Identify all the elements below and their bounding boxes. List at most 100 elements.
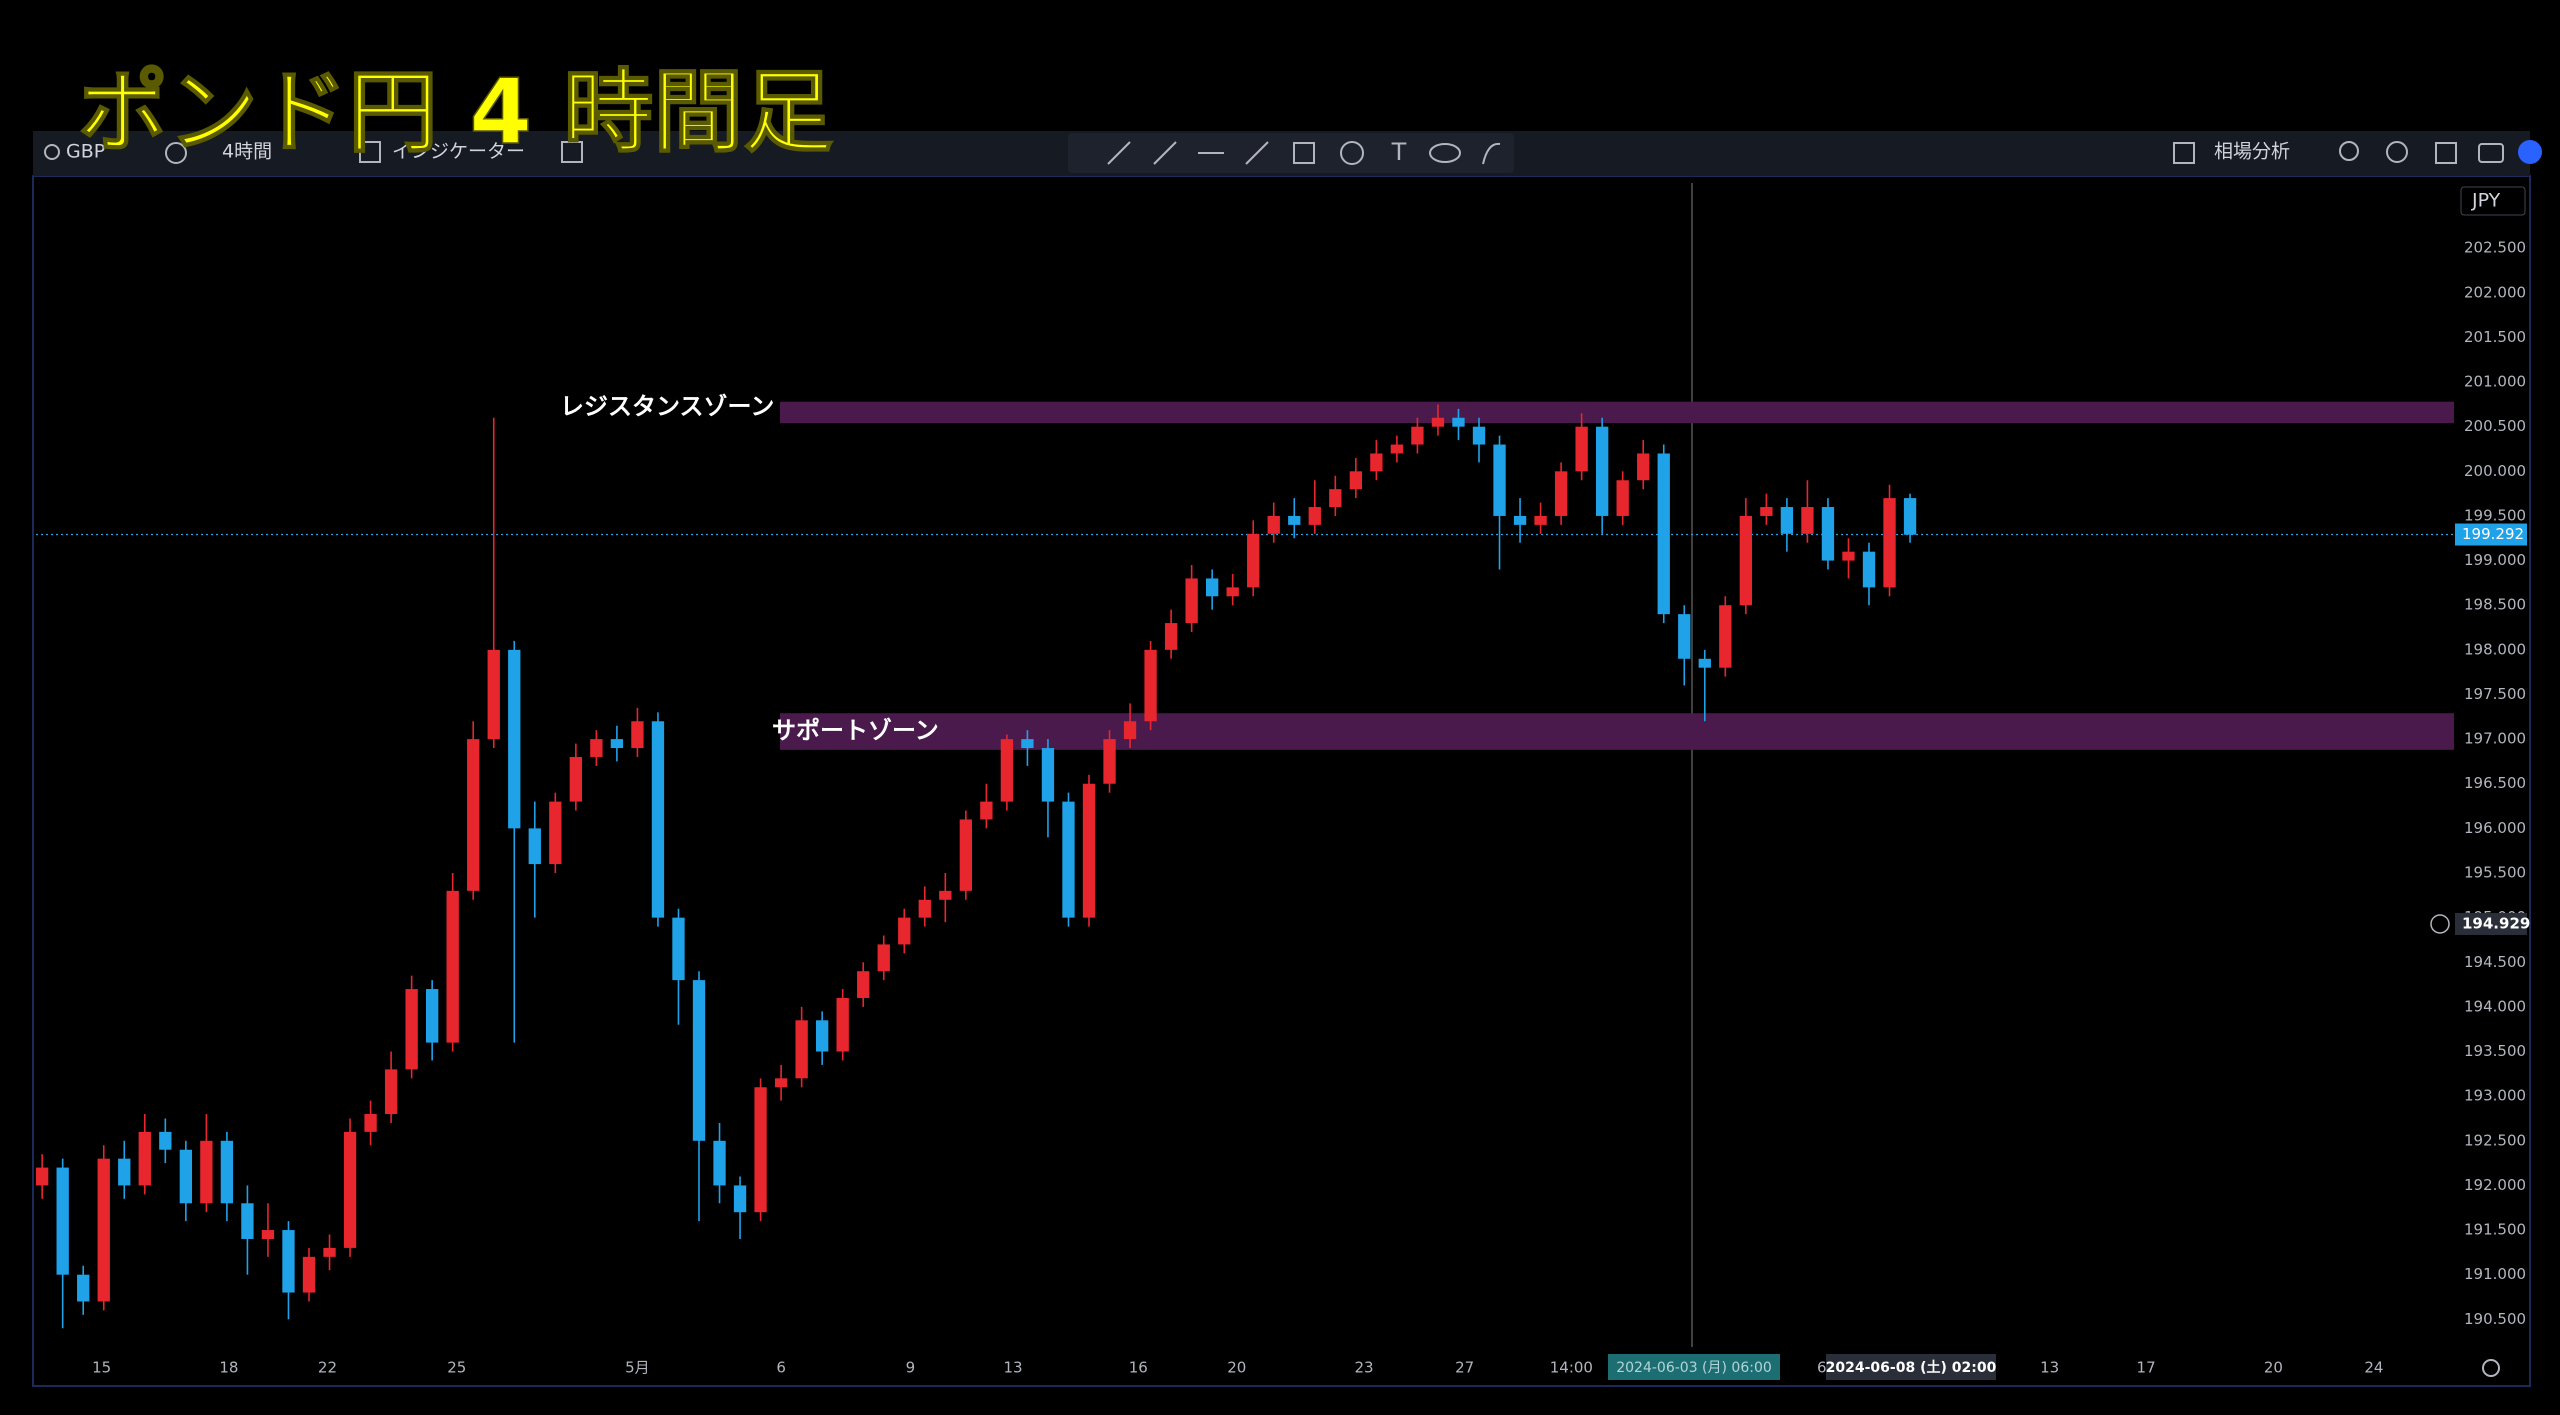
drawing-toolbar: [1068, 133, 1514, 173]
candle-body: [302, 1256, 316, 1293]
candle-body: [733, 1185, 747, 1213]
crosshair-plus: [2430, 914, 2450, 934]
candle-body: [1164, 623, 1178, 650]
candle-body: [939, 890, 952, 900]
last-price-tag: [2455, 523, 2527, 546]
x-tick-label: 20: [2264, 1359, 2283, 1377]
candle-body: [1267, 515, 1280, 534]
x-tick-label: 25: [447, 1359, 466, 1377]
candle-body: [1513, 515, 1527, 525]
candle-body: [1021, 739, 1034, 749]
y-tick-label: 195.500: [2464, 864, 2526, 882]
candle-body: [364, 1114, 377, 1132]
indicators[interactable]: インジケーター: [392, 141, 525, 163]
candle-body: [590, 739, 603, 757]
candle-body: [1903, 498, 1917, 535]
settings-icon[interactable]: [2386, 141, 2408, 163]
path-tool[interactable]: [1482, 142, 1501, 165]
candle-body: [159, 1131, 172, 1150]
candle-body: [692, 980, 706, 1141]
x-tick-label: 14:00: [1550, 1359, 1593, 1377]
crosshair-time-label: 2024-06-03 (月) 06:00: [1616, 1360, 1772, 1376]
zone-label: サポートゾーン: [772, 717, 939, 745]
candle-body: [97, 1158, 110, 1302]
candle-body: [1226, 587, 1239, 597]
fullscreen-icon[interactable]: [2435, 142, 2457, 164]
rectangle-tool[interactable]: [1293, 142, 1315, 164]
candle-body: [282, 1230, 295, 1293]
y-tick-label: 196.500: [2464, 774, 2526, 792]
x-tick-label: 9: [906, 1359, 916, 1377]
text-tool[interactable]: T: [1391, 138, 1407, 166]
zoom-icon[interactable]: [2339, 141, 2359, 161]
candle-body: [1657, 453, 1670, 615]
candle-body: [1144, 649, 1157, 722]
x-tick-label: 18: [219, 1359, 238, 1377]
x-tick-label: 6: [1817, 1359, 1827, 1377]
symbol[interactable]: GBP: [66, 141, 105, 163]
trend-line-tool[interactable]: [1107, 141, 1131, 165]
layout-icon[interactable]: [561, 141, 583, 163]
time-axis: [34, 1347, 2529, 1385]
circle-tool[interactable]: [1340, 141, 1364, 165]
analysis[interactable]: 相場分析: [2214, 141, 2290, 163]
candle-body: [754, 1087, 767, 1213]
candle-body: [179, 1149, 192, 1204]
candle-body: [1000, 739, 1014, 802]
y-tick-label: 193.000: [2464, 1087, 2526, 1105]
cursor-time-tag: [1826, 1354, 1996, 1380]
x-tick-label: 15: [92, 1359, 111, 1377]
x-tick-label: 24: [2364, 1359, 2383, 1377]
candle-body: [1821, 507, 1835, 561]
candle-body: [631, 721, 644, 749]
candle-body: [980, 801, 993, 820]
x-tick-label: 6: [776, 1359, 786, 1377]
candle-body: [1842, 551, 1855, 561]
candle-body: [1041, 748, 1055, 802]
indicator-icon[interactable]: [359, 141, 381, 163]
zone: [780, 401, 2454, 424]
y-tick-label: 190.500: [2464, 1310, 2526, 1328]
y-tick-label: 200.500: [2464, 417, 2526, 435]
candle-body: [1103, 739, 1116, 784]
candle-body: [508, 649, 521, 829]
add-symbol-icon[interactable]: [165, 142, 187, 164]
ray-tool[interactable]: [1153, 141, 1177, 165]
candle-body: [1247, 533, 1260, 588]
candle-body: [261, 1230, 275, 1239]
zone-label: レジスタンスゾーン: [560, 393, 774, 421]
candle-body: [836, 997, 849, 1052]
candle-body: [918, 899, 931, 918]
candle-body: [857, 971, 870, 998]
candle-body: [816, 1020, 829, 1052]
axis-settings-icon[interactable]: [2482, 1359, 2500, 1377]
profile-icon[interactable]: [2518, 140, 2542, 164]
currency-box[interactable]: [2460, 186, 2526, 216]
interval[interactable]: 4時間: [222, 141, 272, 163]
y-tick-label: 202.000: [2464, 283, 2526, 301]
candle-body: [405, 989, 418, 1070]
channel-tool[interactable]: [1245, 141, 1269, 165]
x-tick-label: 13: [2040, 1359, 2059, 1377]
panel-icon[interactable]: [2173, 142, 2195, 164]
zone: [780, 713, 2454, 750]
x-tick-label: 23: [1355, 1359, 1374, 1377]
candle-body: [1883, 498, 1896, 588]
candle-body: [672, 917, 685, 981]
candle-body: [467, 739, 480, 891]
candle-body: [795, 1020, 808, 1079]
y-tick-label: 202.500: [2464, 239, 2526, 257]
cursor-time-label: 2024-06-08 (土) 02:00: [1826, 1359, 1997, 1376]
candle-body: [426, 989, 439, 1043]
y-tick-label: 199.500: [2464, 506, 2526, 524]
y-tick-label: 194.000: [2464, 997, 2526, 1015]
candle-body: [1062, 801, 1075, 918]
ellipse-tool[interactable]: [1429, 143, 1461, 163]
snapshot-icon[interactable]: [2478, 143, 2504, 163]
currency[interactable]: JPY: [2471, 190, 2501, 212]
y-tick-label: 196.000: [2464, 819, 2526, 837]
search-icon[interactable]: [44, 144, 60, 160]
candle-body: [549, 801, 562, 865]
